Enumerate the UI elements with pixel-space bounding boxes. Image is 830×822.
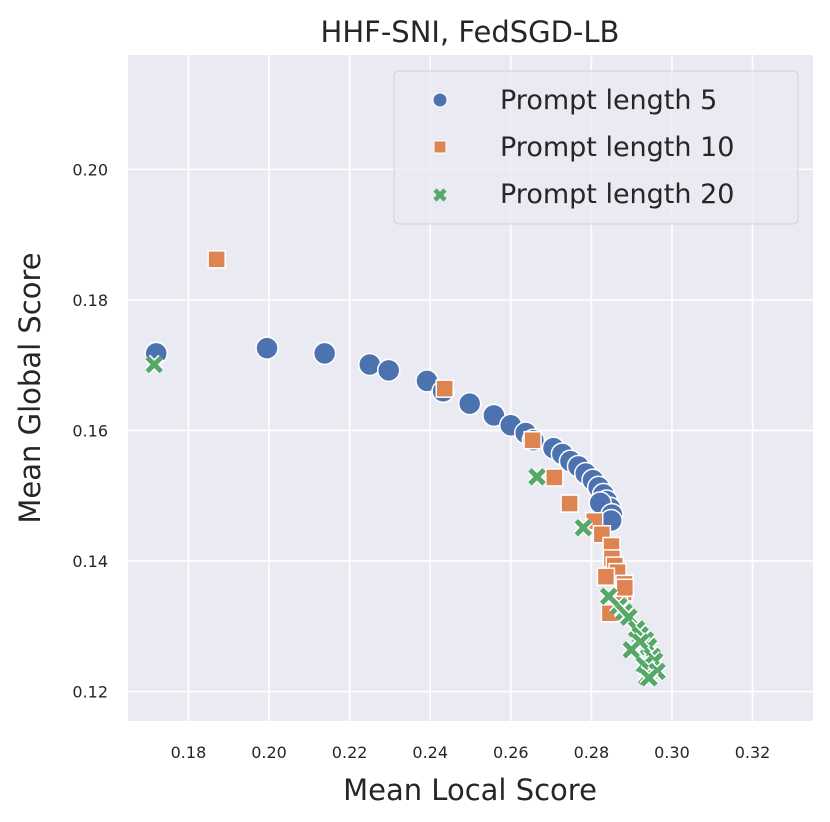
legend-marker-square	[433, 140, 447, 154]
point-prompt-length-10	[615, 578, 635, 598]
data-points	[144, 250, 667, 688]
point-prompt-length-5	[255, 336, 279, 360]
y-tick-label: 0.14	[72, 552, 108, 571]
point-prompt-length-10	[523, 430, 542, 450]
x-tick-label: 0.18	[171, 743, 207, 762]
y-tick-label: 0.16	[72, 421, 108, 440]
legend[interactable]: Prompt length 5 Prompt length 10 Prompt …	[393, 70, 799, 225]
y-tick-labels: 0.12 0.14 0.16 0.18 0.20	[72, 160, 108, 701]
x-tick-label: 0.24	[412, 743, 448, 762]
point-prompt-length-10	[435, 379, 454, 398]
y-axis-label: Mean Global Score	[13, 252, 47, 523]
point-prompt-length-20	[621, 640, 642, 660]
y-tick-label: 0.20	[72, 160, 108, 179]
point-prompt-length-10	[545, 468, 564, 487]
legend-marker-x	[433, 188, 447, 202]
point-prompt-length-5	[312, 341, 337, 366]
legend-label-prompt-length-10: Prompt length 10	[500, 132, 734, 163]
x-tick-labels: 0.18 0.20 0.22 0.24 0.26 0.28 0.30 0.32	[171, 743, 771, 762]
chart-title: HHF-SNI, FedSGD-LB	[321, 15, 620, 49]
point-prompt-length-10	[560, 494, 579, 513]
legend-label-prompt-length-5: Prompt length 5	[500, 85, 717, 116]
point-prompt-length-5	[376, 358, 401, 383]
x-tick-label: 0.22	[332, 743, 368, 762]
x-tick-label: 0.26	[493, 743, 529, 762]
point-prompt-length-10	[596, 567, 616, 586]
point-prompt-length-5	[457, 391, 482, 416]
point-prompt-length-10	[207, 250, 226, 269]
legend-marker-circle	[432, 92, 448, 108]
point-prompt-length-20	[144, 354, 165, 375]
legend-label-prompt-length-20: Prompt length 20	[500, 179, 734, 210]
x-tick-label: 0.28	[574, 743, 610, 762]
x-tick-label: 0.20	[251, 743, 287, 762]
x-tick-label: 0.30	[654, 743, 690, 762]
x-axis-label: Mean Local Score	[343, 773, 597, 807]
point-prompt-length-20	[573, 517, 594, 538]
y-tick-label: 0.12	[72, 683, 108, 702]
point-prompt-length-20	[527, 466, 547, 487]
legend-box	[393, 70, 799, 225]
x-tick-label: 0.32	[735, 743, 771, 762]
point-prompt-length-20	[639, 668, 659, 688]
y-tick-label: 0.18	[72, 291, 108, 310]
